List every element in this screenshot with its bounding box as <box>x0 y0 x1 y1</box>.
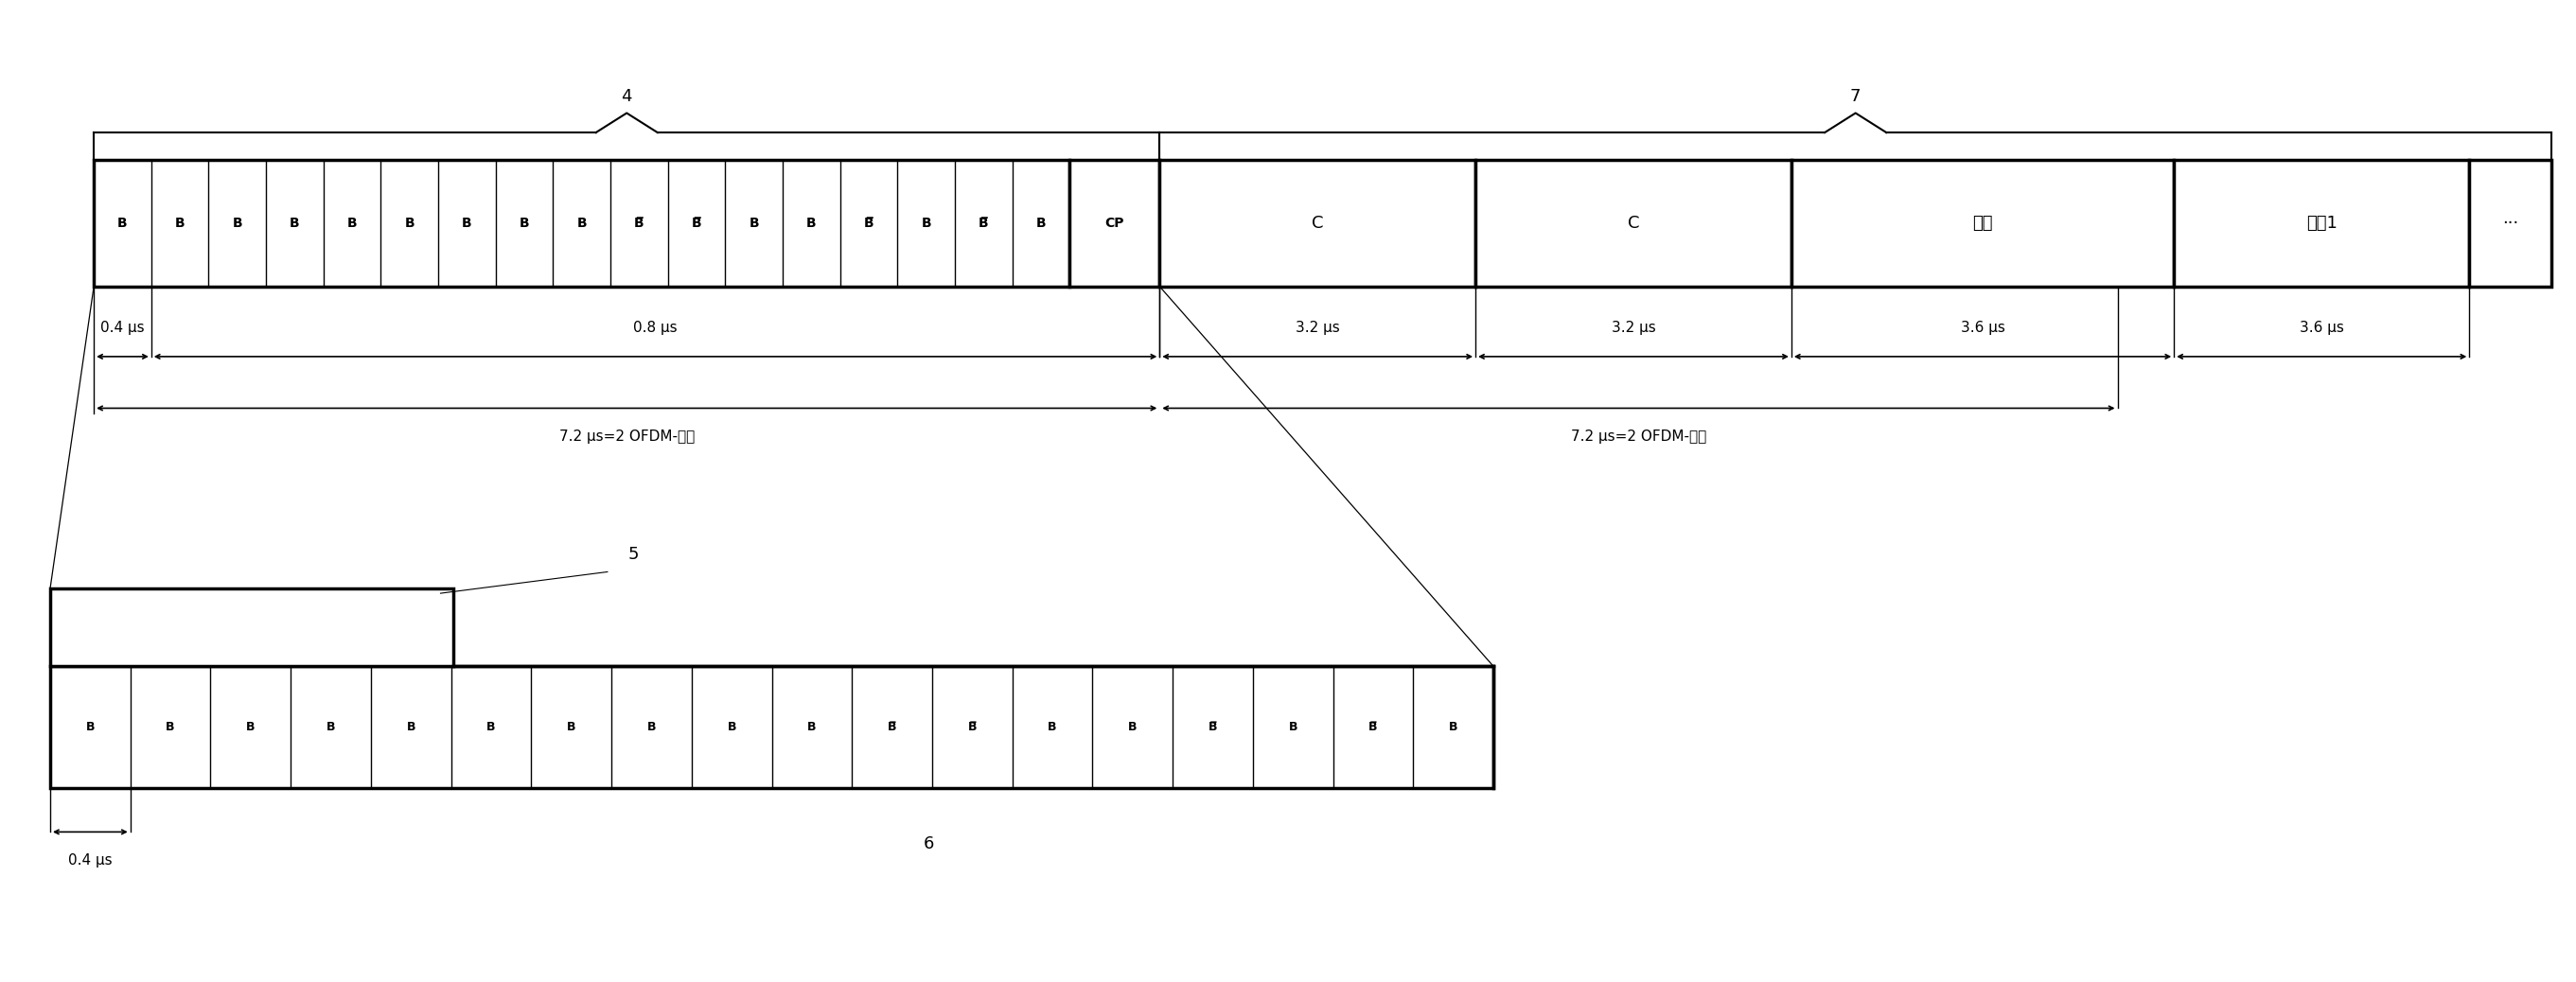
Text: B: B <box>726 721 737 734</box>
Text: B: B <box>1048 721 1056 734</box>
Text: 0.4 μs: 0.4 μs <box>67 853 113 867</box>
Text: 7: 7 <box>1850 88 1860 105</box>
Text: B: B <box>922 216 933 230</box>
Bar <box>2174 160 2470 287</box>
Text: B: B <box>85 721 95 734</box>
Text: B: B <box>647 721 657 734</box>
Text: B: B <box>577 216 587 230</box>
Text: B̅: B̅ <box>969 721 976 734</box>
Text: B: B <box>175 216 185 230</box>
Text: 7.2 μs=2 OFDM-码元: 7.2 μs=2 OFDM-码元 <box>1571 430 1705 444</box>
Text: B: B <box>487 721 495 734</box>
Text: B: B <box>232 216 242 230</box>
Text: B̅: B̅ <box>634 216 644 230</box>
Text: B: B <box>750 216 760 230</box>
Text: 7.2 μs=2 OFDM-码元: 7.2 μs=2 OFDM-码元 <box>559 430 696 444</box>
Bar <box>93 160 1069 287</box>
Bar <box>1476 160 1790 287</box>
Text: B: B <box>1128 721 1136 734</box>
Text: 3.2 μs: 3.2 μs <box>1296 321 1340 335</box>
Text: ···: ··· <box>2501 215 2519 232</box>
Text: B: B <box>806 721 817 734</box>
Text: B̅: B̅ <box>889 721 896 734</box>
Text: B: B <box>327 721 335 734</box>
Text: 3.6 μs: 3.6 μs <box>2300 321 2344 335</box>
Text: B̅: B̅ <box>1208 721 1218 734</box>
Bar <box>1790 160 2174 287</box>
Text: 信号: 信号 <box>1973 215 1994 232</box>
Text: 3.2 μs: 3.2 μs <box>1613 321 1656 335</box>
Text: 4: 4 <box>621 88 631 105</box>
Text: B: B <box>118 216 129 230</box>
Text: 数据1: 数据1 <box>2306 215 2336 232</box>
Text: B: B <box>348 216 358 230</box>
Bar <box>2470 160 2550 287</box>
Text: B: B <box>1036 216 1046 230</box>
Text: B̅: B̅ <box>1368 721 1378 734</box>
Bar <box>49 667 1494 789</box>
Text: B: B <box>806 216 817 230</box>
Text: 6: 6 <box>922 835 935 852</box>
Text: B̅: B̅ <box>979 216 989 230</box>
Text: B: B <box>165 721 175 734</box>
Text: B: B <box>1288 721 1298 734</box>
Text: B: B <box>404 216 415 230</box>
Bar <box>1159 160 1476 287</box>
Text: B: B <box>567 721 577 734</box>
Bar <box>1069 160 1159 287</box>
Text: C: C <box>1311 215 1324 232</box>
Text: B: B <box>520 216 531 230</box>
Text: B̅: B̅ <box>690 216 701 230</box>
Text: B: B <box>247 721 255 734</box>
Text: B: B <box>1448 721 1458 734</box>
Text: B̅: B̅ <box>863 216 873 230</box>
Text: 3.6 μs: 3.6 μs <box>1960 321 2004 335</box>
Text: B: B <box>461 216 471 230</box>
Text: C: C <box>1628 215 1638 232</box>
Text: B: B <box>289 216 299 230</box>
Text: 0.4 μs: 0.4 μs <box>100 321 144 335</box>
Text: B: B <box>407 721 415 734</box>
Bar <box>49 588 453 667</box>
Text: 0.8 μs: 0.8 μs <box>634 321 677 335</box>
Text: 5: 5 <box>629 546 639 563</box>
Text: CP: CP <box>1105 216 1123 230</box>
